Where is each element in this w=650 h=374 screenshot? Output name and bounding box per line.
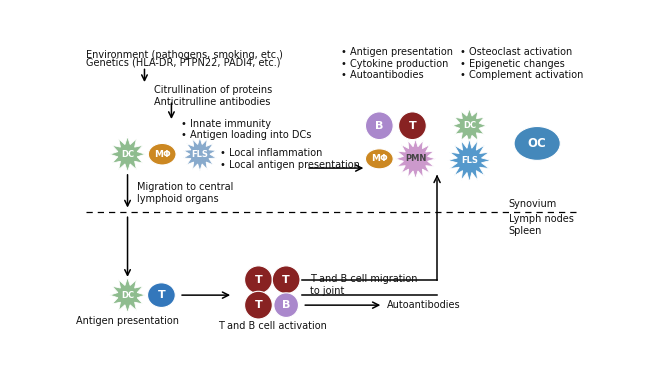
Text: FLS: FLS bbox=[461, 156, 478, 165]
Text: PMN: PMN bbox=[405, 154, 426, 163]
Text: T: T bbox=[255, 275, 263, 285]
Polygon shape bbox=[110, 137, 145, 172]
Text: B: B bbox=[375, 121, 383, 131]
Ellipse shape bbox=[514, 126, 560, 160]
Text: Citrullination of proteins
Anticitrulline antibodies: Citrullination of proteins Anticitrullin… bbox=[153, 85, 272, 107]
Text: T: T bbox=[157, 290, 165, 300]
Text: T: T bbox=[282, 275, 290, 285]
Text: MΦ: MΦ bbox=[154, 150, 170, 159]
Text: DC: DC bbox=[121, 291, 134, 300]
Text: T: T bbox=[409, 121, 416, 131]
Text: Autoantibodies: Autoantibodies bbox=[387, 300, 461, 310]
Text: Environment (pathogens, smoking, etc.): Environment (pathogens, smoking, etc.) bbox=[86, 49, 283, 59]
Text: B: B bbox=[282, 300, 291, 310]
Text: MΦ: MΦ bbox=[371, 154, 387, 163]
Polygon shape bbox=[448, 139, 491, 182]
Polygon shape bbox=[395, 139, 436, 179]
Ellipse shape bbox=[272, 266, 300, 294]
Text: Migration to central
lymphoid organs: Migration to central lymphoid organs bbox=[136, 182, 233, 203]
Text: FLS: FLS bbox=[192, 150, 209, 159]
Text: DC: DC bbox=[121, 150, 134, 159]
Ellipse shape bbox=[398, 112, 426, 140]
Text: • Osteoclast activation
• Epigenetic changes
• Complement activation: • Osteoclast activation • Epigenetic cha… bbox=[460, 47, 584, 80]
Text: DC: DC bbox=[463, 121, 476, 130]
Text: T: T bbox=[255, 300, 263, 310]
Ellipse shape bbox=[244, 291, 272, 319]
Text: • Local inflammation
• Local antigen presentation: • Local inflammation • Local antigen pre… bbox=[220, 148, 360, 170]
Polygon shape bbox=[110, 278, 145, 313]
Text: OC: OC bbox=[528, 137, 547, 150]
Polygon shape bbox=[183, 137, 216, 171]
Text: Lymph nodes
Spleen: Lymph nodes Spleen bbox=[509, 214, 573, 236]
Polygon shape bbox=[452, 109, 486, 142]
Text: T and B cell activation: T and B cell activation bbox=[218, 321, 327, 331]
Text: Genetics (HLA-DR, PTPN22, PADI4, etc.): Genetics (HLA-DR, PTPN22, PADI4, etc.) bbox=[86, 57, 280, 67]
Ellipse shape bbox=[274, 293, 298, 318]
Text: T and B cell migration
to joint: T and B cell migration to joint bbox=[310, 275, 417, 296]
Ellipse shape bbox=[148, 283, 176, 307]
Text: • Innate immunity
• Antigen loading into DCs: • Innate immunity • Antigen loading into… bbox=[181, 119, 311, 140]
Text: Synovium: Synovium bbox=[509, 199, 557, 209]
Text: Antigen presentation: Antigen presentation bbox=[76, 316, 179, 326]
Ellipse shape bbox=[244, 266, 272, 294]
Ellipse shape bbox=[365, 112, 393, 140]
Text: • Antigen presentation
• Cytokine production
• Autoantibodies: • Antigen presentation • Cytokine produc… bbox=[341, 47, 453, 80]
Ellipse shape bbox=[365, 149, 393, 169]
Ellipse shape bbox=[148, 144, 176, 165]
